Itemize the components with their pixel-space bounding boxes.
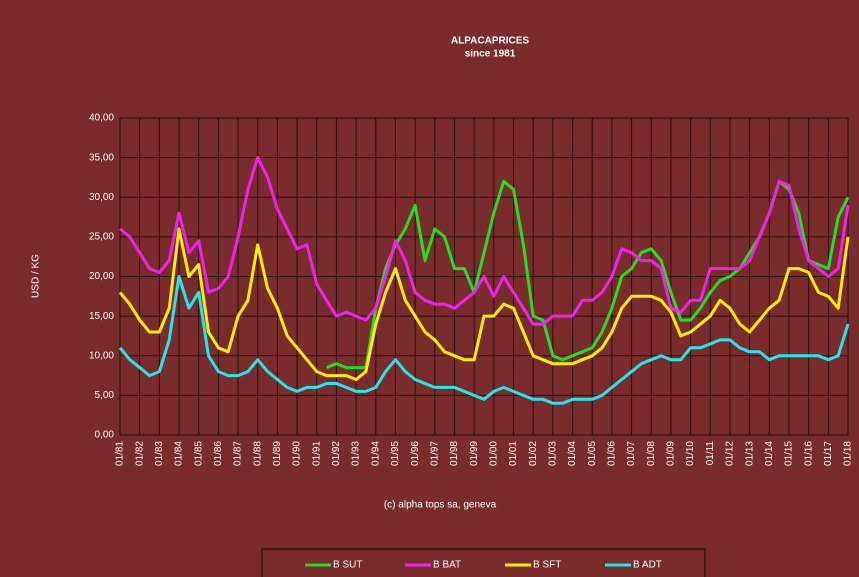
y-tick-label: 15,00 [89,311,114,322]
x-tick-label: 01/13 [744,441,755,466]
y-tick-label: 20,00 [89,271,114,282]
x-tick-label: 01/14 [764,441,775,466]
x-tick-label: 01/83 [154,441,165,466]
x-tick-label: 01/12 [725,441,736,466]
x-tick-label: 01/99 [469,441,480,466]
x-tick-label: 01/88 [252,441,263,466]
legend-label: B ADT [633,560,662,571]
x-tick-label: 01/90 [292,441,303,466]
y-tick-label: 35,00 [89,152,114,163]
series-line [119,156,850,326]
y-tick-label: 0,00 [95,430,115,441]
x-tick-label: 01/91 [311,441,322,466]
x-tick-label: 01/03 [548,441,559,466]
chart-subtitle: since 1981 [465,49,516,60]
y-tick-label: 5,00 [95,390,115,401]
x-tick-label: 01/89 [272,441,283,466]
y-tick-label: 40,00 [89,113,114,124]
legend-box [261,548,706,577]
x-tick-label: 01/02 [528,441,539,466]
y-tick-label: 10,00 [89,350,114,361]
x-tick-label: 01/15 [784,441,795,466]
legend-label: B BAT [433,560,461,571]
x-tick-label: 01/92 [331,441,342,466]
x-tick-label: 01/05 [587,441,598,466]
x-tick-label: 01/96 [410,441,421,466]
x-tick-label: 01/00 [488,441,499,466]
annotation: (c) alpha tops sa, geneva [384,500,497,511]
x-tick-label: 01/86 [213,441,224,466]
x-tick-label: 01/10 [685,441,696,466]
legend-label: B SUT [333,560,362,571]
x-tick-label: 01/16 [803,441,814,466]
x-tick-label: 01/07 [626,441,637,466]
x-tick-label: 01/11 [705,441,716,466]
x-tick-label: 01/97 [429,441,440,466]
series-line [118,227,850,381]
x-tick-label: 01/04 [567,441,578,466]
x-tick-label: 01/98 [449,441,460,466]
x-tick-label: 01/94 [370,441,381,466]
x-tick-label: 01/18 [843,441,854,466]
x-tick-label: 01/06 [607,441,618,466]
x-tick-label: 01/85 [193,441,204,466]
x-tick-label: 01/81 [115,441,126,466]
x-tick-label: 01/87 [233,441,244,466]
x-tick-label: 01/95 [390,441,401,466]
x-tick-label: 01/17 [823,441,834,466]
x-tick-label: 01/08 [646,441,657,466]
chart-title: ALPACAPRICES [451,36,529,47]
x-tick-label: 01/09 [666,441,677,466]
y-tick-label: 30,00 [89,192,114,203]
x-tick-label: 01/84 [174,441,185,466]
x-tick-label: 01/01 [508,441,519,466]
series-line [118,275,850,405]
y-tick-label: 25,00 [89,232,114,243]
legend-label: B SFT [533,560,561,571]
x-tick-label: 01/93 [351,441,362,466]
y-axis-label: USD / KG [31,254,42,298]
x-tick-label: 01/82 [134,441,145,466]
